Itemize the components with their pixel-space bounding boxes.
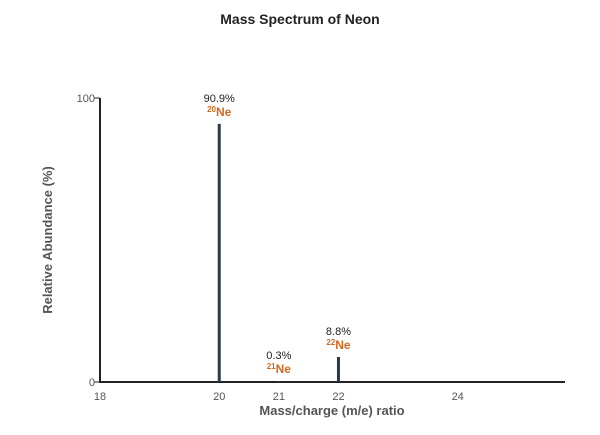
x-tick-label: 18 (94, 391, 106, 403)
isotope-symbol: Ne (335, 338, 351, 352)
value-label-m21: 0.3% (266, 350, 291, 362)
value-label-m22: 8.8% (326, 326, 351, 338)
isotope-label-m20: 20Ne (207, 105, 232, 119)
x-tick-label: 24 (452, 391, 464, 403)
axes (99, 98, 565, 383)
y-tick-label: 0 (89, 377, 95, 389)
bar-m22 (336, 357, 340, 382)
y-tick-label: 100 (77, 93, 95, 105)
isotope-label-m21: 21Ne (267, 362, 292, 376)
y-axis-title: Relative Abundance (%) (40, 166, 55, 314)
isotope-mass-number: 21 (267, 362, 276, 371)
bars (217, 123, 340, 383)
isotope-mass-number: 22 (326, 338, 335, 347)
x-tick-label: 20 (213, 391, 225, 403)
tick-labels: 0 100 18 20 21 22 24 (77, 93, 464, 403)
bar-m20 (217, 123, 221, 383)
isotope-symbol: Ne (216, 105, 232, 119)
x-axis-title: Mass/charge (m/e) ratio (259, 403, 404, 418)
isotope-mass-number: 20 (207, 105, 216, 114)
bar-m21 (277, 381, 281, 382)
isotope-symbol: Ne (276, 362, 292, 376)
isotope-label-m22: 22Ne (326, 338, 351, 352)
x-tick-label: 21 (273, 391, 285, 403)
chart-title: Mass Spectrum of Neon (220, 11, 379, 27)
value-label-m20: 90.9% (204, 93, 235, 105)
x-tick-label: 22 (332, 391, 344, 403)
